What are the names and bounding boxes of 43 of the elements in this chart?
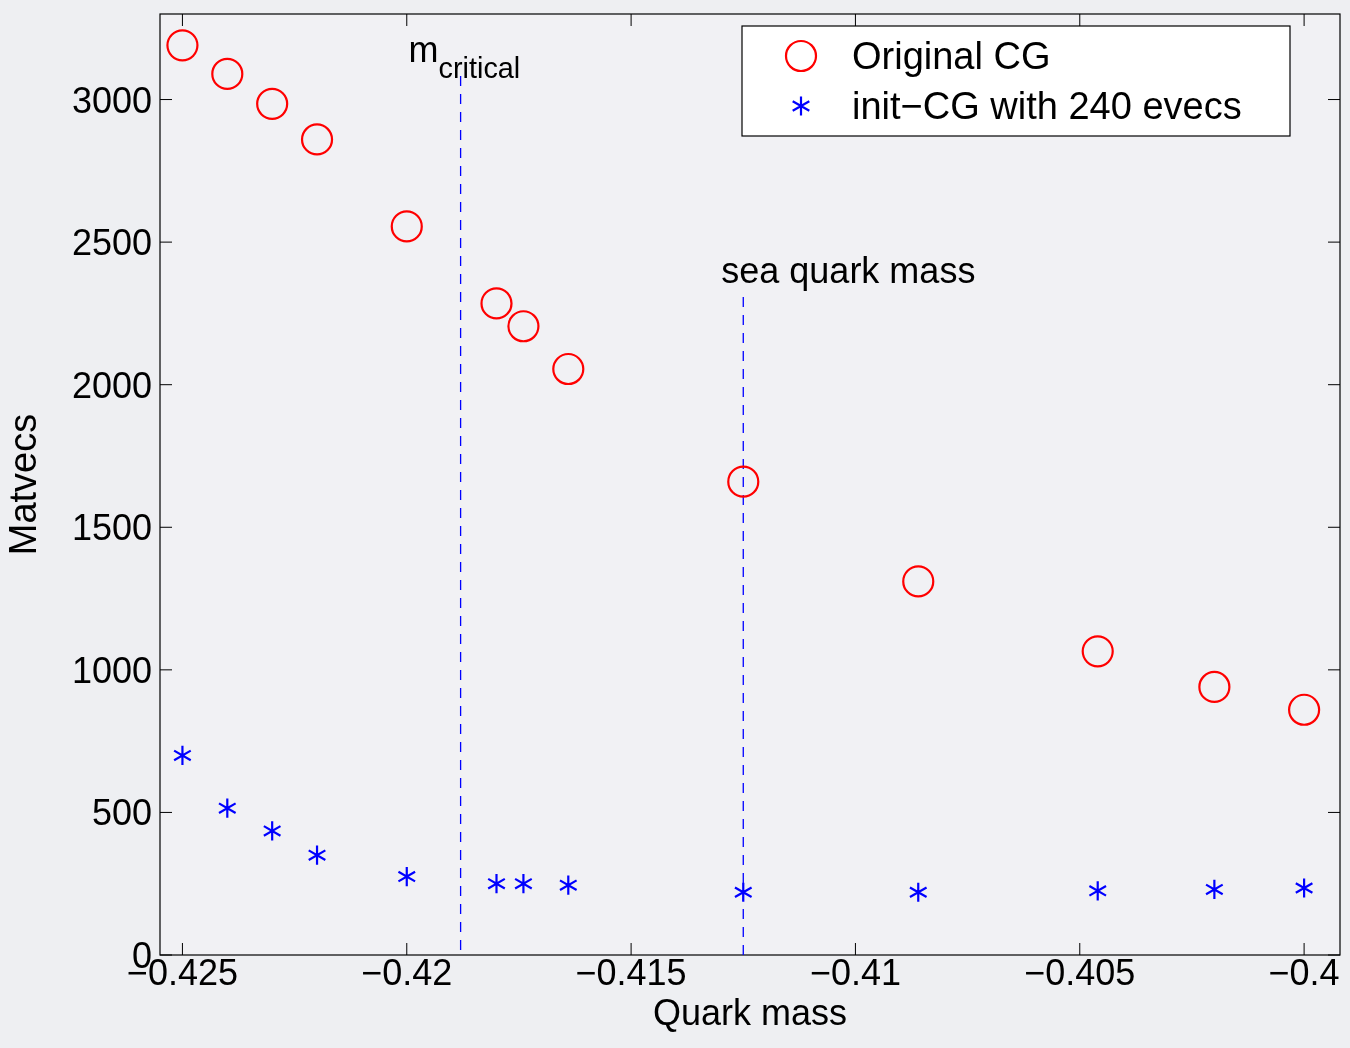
point [552,352,585,386]
x-axis-title: Quark mass [652,992,848,1033]
point [733,881,753,903]
y-tick-label: 3000 [71,79,152,121]
point [1294,877,1314,899]
point [262,820,282,842]
point [217,797,237,819]
y-tick-label: 1000 [71,649,152,691]
x-tick-label: −0.42 [361,952,453,993]
point [166,29,199,62]
legend-label: init−CG with 240 evecs [852,85,1242,127]
legend-label: Original CG [852,35,1051,77]
point [1198,670,1231,704]
point [727,465,760,498]
x-tick-label: −0.41 [809,952,901,993]
y-axis-title: Matvecs [2,413,44,556]
point [1088,880,1108,902]
ref-line-label: sea quark mass [721,250,976,291]
point [397,865,417,888]
point [390,210,423,243]
point [300,123,334,156]
point [1204,878,1224,901]
y-tick-label: 2500 [71,222,152,264]
point [558,874,578,896]
point [514,873,533,895]
y-tick-label: 1500 [71,507,152,549]
point [487,873,506,895]
y-tick-label: 500 [91,792,152,834]
y-tick-label: 2000 [71,364,152,406]
x-tick-label: −0.405 [1024,952,1136,993]
point [256,87,289,120]
point [480,287,513,320]
point [908,881,928,903]
x-tick-label: −0.415 [575,952,687,993]
point [211,57,244,90]
x-tick-label: −0.4 [1268,952,1340,993]
point [507,310,540,343]
point [173,744,192,767]
point [1081,635,1114,668]
point [902,565,935,598]
point [307,844,327,866]
point [1288,693,1321,726]
ref-line-label: m$_{critical}$ [408,29,521,84]
